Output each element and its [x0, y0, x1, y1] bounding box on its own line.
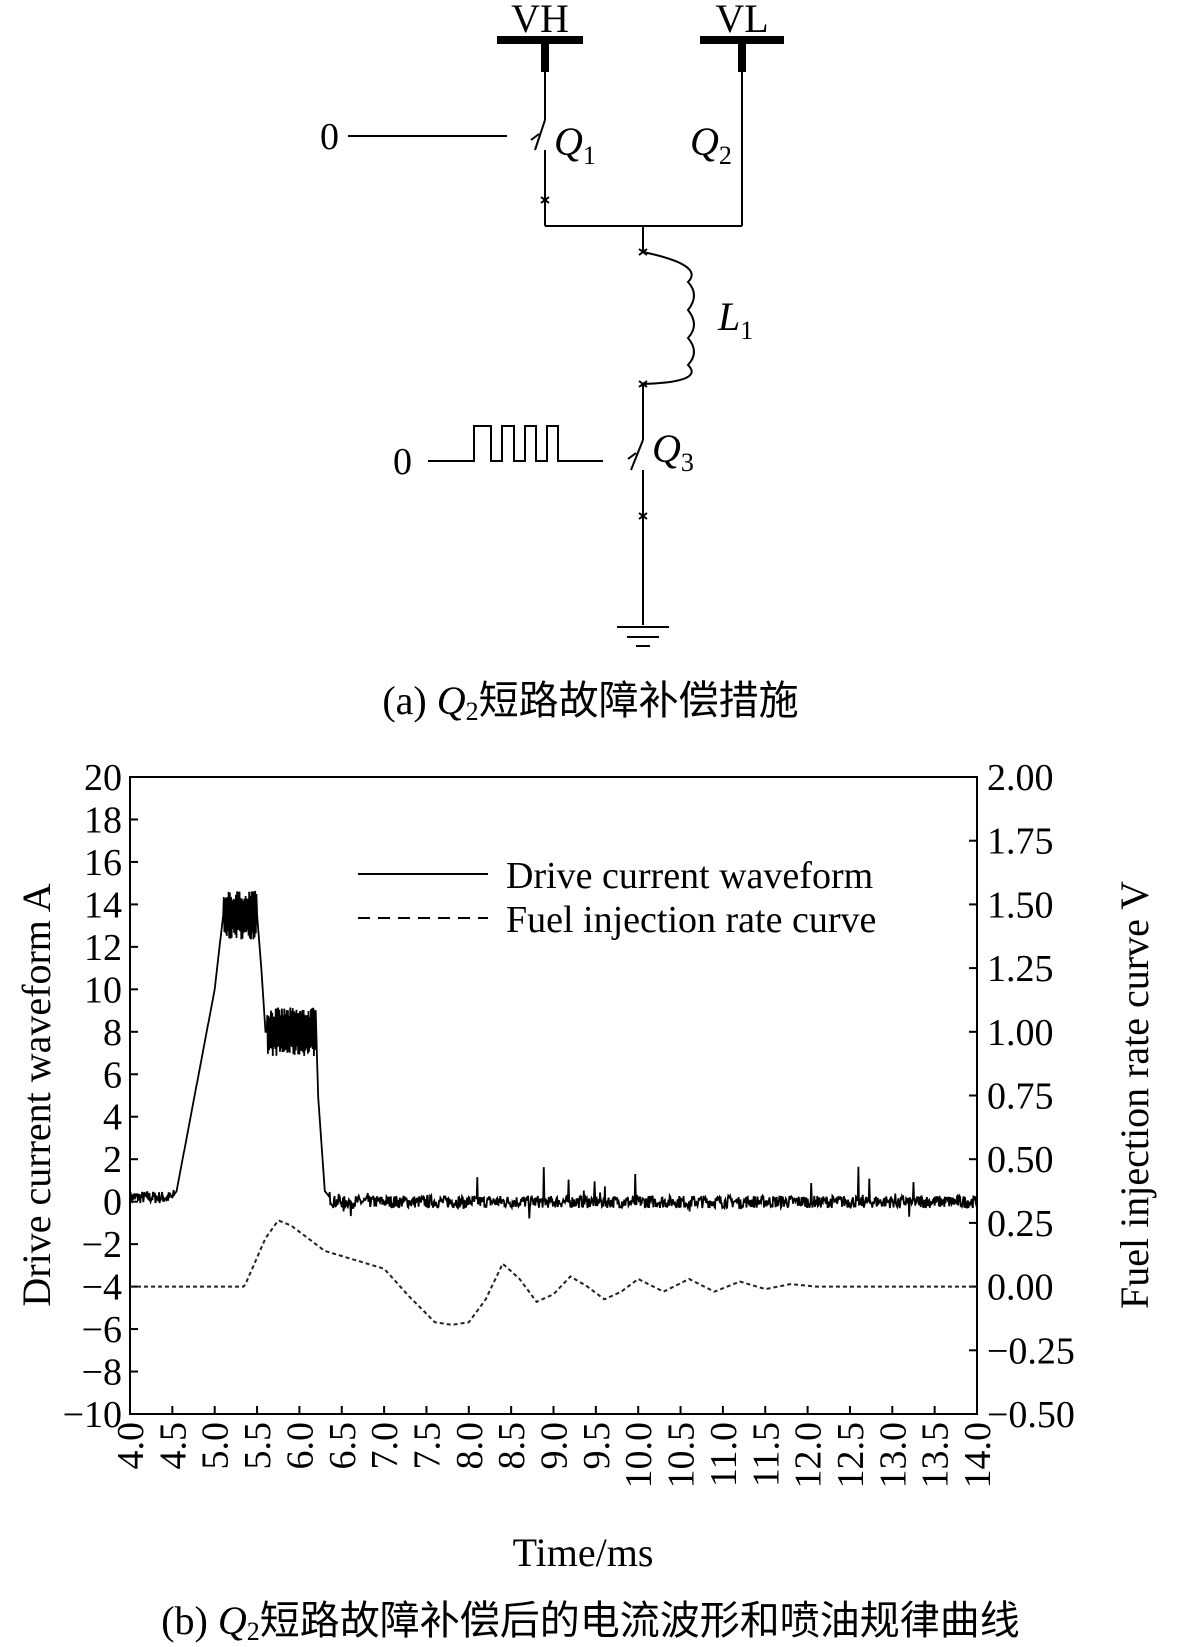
x-tick-label: 7.5 [406, 1422, 448, 1470]
y-tick-label: 16 [84, 842, 122, 884]
x-tick-label: 6.5 [322, 1422, 364, 1470]
q1-switch-mark [530, 133, 540, 141]
q3-pulse-input [428, 425, 603, 462]
l1-label: L1 [717, 294, 753, 345]
caption-b: (b) Q2短路故障补偿后的电流波形和喷油规律曲线 [161, 1598, 1020, 1646]
y2-tick-label: 1.75 [987, 821, 1054, 863]
y-tick-label: 0 [103, 1182, 122, 1224]
x-tick-label: 9.0 [534, 1422, 576, 1470]
y2-tick-label: −0.50 [987, 1394, 1075, 1436]
x-axis-label: Time/ms [513, 1530, 654, 1575]
x-tick-label: 13.5 [915, 1422, 957, 1489]
x-tick-label: 5.5 [237, 1422, 279, 1470]
x-tick-label: 9.5 [576, 1422, 618, 1470]
y2-tick-label: 2.00 [987, 757, 1054, 799]
q3-switch-blade [630, 439, 644, 471]
axis-ticks: 20181614121086420−2−4−6−8−102.001.751.50… [63, 757, 1075, 1489]
y2-tick-label: 1.25 [987, 948, 1054, 990]
y-tick-label: −8 [82, 1352, 122, 1394]
x-tick-label: 5.0 [195, 1422, 237, 1470]
vl-label: VL [715, 0, 768, 41]
legend-label-drive-current: Drive current waveform [506, 855, 873, 897]
y-tick-label: −2 [82, 1224, 122, 1266]
legend-label-fuel-injection: Fuel injection rate curve [506, 899, 876, 941]
caption-a: (a) Q2短路故障补偿措施 [382, 678, 799, 726]
y2-tick-label: 1.00 [987, 1012, 1054, 1054]
x-tick-label: 4.0 [110, 1422, 152, 1470]
x-tick-label: 11.0 [703, 1422, 745, 1487]
y-tick-label: −10 [63, 1394, 122, 1436]
circuit-diagram [348, 36, 784, 647]
x-tick-label: 12.5 [830, 1422, 872, 1489]
q1-switch-blade [534, 119, 546, 151]
x-tick-label: 13.0 [872, 1422, 914, 1489]
q1-input-label: 0 [320, 116, 339, 158]
q2-label: Q2 [690, 119, 732, 170]
x-tick-label: 7.0 [364, 1422, 406, 1470]
y-tick-label: 14 [84, 884, 122, 926]
y2-tick-label: 0.50 [987, 1139, 1054, 1181]
series-drive-current [129, 890, 978, 1219]
x-tick-label: 12.0 [788, 1422, 830, 1489]
y2-axis-label: Fuel injection rate curve V [1112, 881, 1157, 1309]
y2-tick-label: 0.25 [987, 1203, 1054, 1245]
y-tick-label: 10 [84, 969, 122, 1011]
y2-tick-label: 1.50 [987, 884, 1054, 926]
series-layer [129, 890, 978, 1326]
chart: 20181614121086420−2−4−6−8−102.001.751.50… [14, 757, 1157, 1575]
y-tick-label: 2 [103, 1139, 122, 1181]
y2-tick-label: −0.25 [987, 1330, 1075, 1372]
q3-switch-mark [627, 452, 637, 460]
x-tick-label: 4.5 [152, 1422, 194, 1470]
y-tick-label: 12 [84, 927, 122, 969]
y-tick-label: 18 [84, 799, 122, 841]
x-tick-label: 11.5 [745, 1422, 787, 1487]
y-tick-label: −4 [82, 1267, 122, 1309]
legend: Drive current waveform Fuel injection ra… [358, 855, 876, 941]
q1-label: Q1 [554, 119, 596, 170]
y2-tick-label: 0.00 [987, 1267, 1054, 1309]
series-fuel-injection-rate [130, 1219, 977, 1326]
y-tick-label: 6 [103, 1054, 122, 1096]
y-axis-label: Drive current waveform A [14, 883, 59, 1306]
x-tick-label: 8.5 [491, 1422, 533, 1470]
y2-tick-label: 0.75 [987, 1076, 1054, 1118]
q3-input-label: 0 [393, 441, 412, 483]
x-tick-label: 6.0 [279, 1422, 321, 1470]
l1-inductor-coil [642, 251, 695, 385]
x-tick-label: 8.0 [449, 1422, 491, 1470]
y-tick-label: 8 [103, 1012, 122, 1054]
x-tick-label: 14.0 [957, 1422, 999, 1489]
y-tick-label: 20 [84, 757, 122, 799]
x-tick-label: 10.5 [661, 1422, 703, 1489]
y-tick-label: 4 [103, 1097, 122, 1139]
q3-label: Q3 [652, 426, 694, 477]
y-tick-label: −6 [82, 1309, 122, 1351]
circuit-labels: VH VL 0 0 Q1 Q2 Q3 L1 [320, 0, 769, 483]
vh-label: VH [511, 0, 569, 41]
x-tick-label: 10.0 [618, 1422, 660, 1489]
